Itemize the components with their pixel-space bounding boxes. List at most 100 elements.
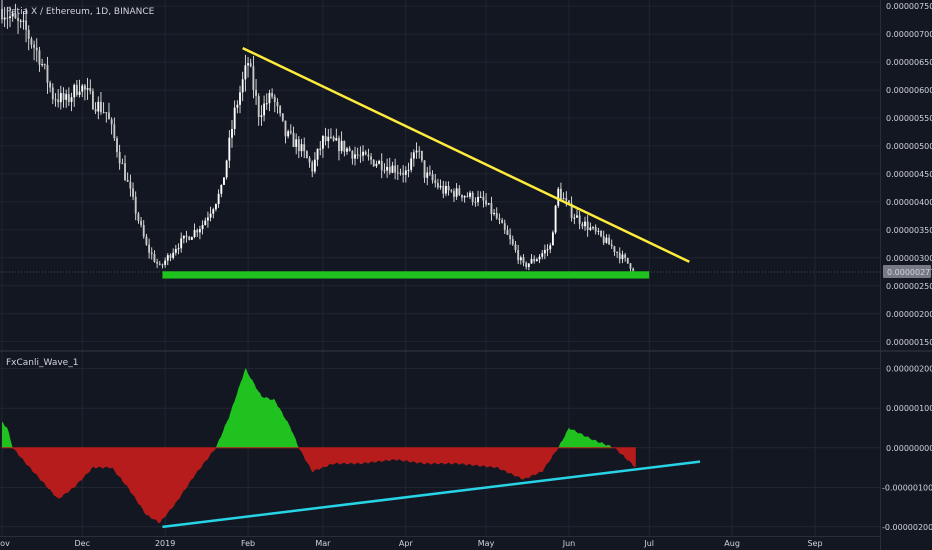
candle-body: [86, 88, 89, 90]
candle-body: [324, 136, 327, 142]
candle-body: [247, 63, 249, 66]
candle-body: [538, 256, 541, 260]
candle-body: [428, 172, 431, 175]
candle-body: [263, 103, 266, 116]
x-tick-label: Dec: [74, 539, 89, 548]
candle-body: [356, 154, 359, 156]
candle-body: [255, 89, 257, 96]
candle-body: [327, 136, 330, 142]
candle-body: [281, 113, 284, 121]
candle-body: [1, 8, 3, 20]
x-tick-label: Mar: [315, 539, 331, 548]
candle-body: [610, 244, 613, 247]
candle-body: [501, 220, 504, 224]
candle-body: [129, 181, 132, 189]
candle-body: [581, 223, 584, 227]
y-tick-label: 0.00000400: [886, 198, 932, 207]
candle-body: [338, 138, 340, 152]
candle-body: [279, 106, 282, 114]
indicator-title: FxCanli_Wave_1: [6, 358, 78, 368]
candle-body: [404, 170, 407, 175]
candle-body: [231, 129, 233, 138]
candle-body: [17, 18, 19, 21]
candle-body: [412, 152, 415, 159]
candle-body: [551, 232, 554, 246]
candle-body: [461, 194, 463, 198]
candle-body: [209, 213, 212, 218]
oscillator-areas: [2, 368, 636, 524]
candle-body: [172, 252, 175, 258]
candle-body: [121, 163, 124, 165]
candle-body: [535, 259, 538, 262]
y-tick-label: 0.00000600: [886, 86, 932, 95]
candle-body: [458, 188, 461, 195]
candle-body: [108, 112, 110, 120]
candle-body: [415, 150, 418, 153]
candle-body: [375, 163, 378, 167]
candle-body: [348, 148, 351, 152]
candle-body: [629, 263, 632, 269]
candle-body: [59, 93, 62, 103]
candle-body: [140, 220, 143, 225]
candle-body: [396, 172, 399, 174]
candle-body: [455, 188, 458, 197]
candle-body: [292, 132, 295, 147]
oscillator-negative-area: [2, 447, 636, 524]
candle-body: [378, 160, 381, 164]
candle-body: [549, 245, 552, 250]
osc-tick-label: 0.00000100: [886, 404, 932, 413]
candle-body: [67, 94, 70, 102]
last-price-label: 0.00000277: [887, 268, 932, 277]
candle-body: [156, 261, 159, 264]
candle-body: [220, 184, 223, 194]
candle-body: [116, 138, 118, 153]
candle-body: [447, 185, 450, 191]
candle-body: [570, 203, 573, 219]
descending-resistance-line[interactable]: [242, 46, 690, 263]
candle-body: [436, 183, 439, 188]
y-tick-label: 0.00000250: [886, 282, 932, 291]
candle-body: [562, 198, 565, 200]
last-price-badge: 0.00000277: [883, 265, 932, 278]
candle-body: [522, 257, 525, 263]
candle-body: [372, 159, 375, 167]
candle-body: [469, 192, 471, 197]
candle-body: [38, 50, 41, 65]
x-tick-label: Feb: [241, 539, 255, 548]
candle-body: [477, 196, 479, 203]
candle-body: [453, 191, 455, 197]
candle-body: [602, 236, 605, 243]
candle-body: [239, 92, 241, 105]
price-scale[interactable]: 0.00000750 0.00000700 0.00000650 0.00000600…: [880, 0, 932, 550]
y-tick-label: 0.00000300: [886, 254, 932, 263]
candle-body: [297, 139, 300, 152]
candle-body: [367, 154, 370, 157]
candle-body: [321, 136, 324, 149]
y-tick-label: 0.00000150: [886, 338, 932, 347]
candle-body: [482, 196, 485, 201]
candle-body: [608, 237, 611, 245]
candle-body: [225, 160, 228, 178]
candle-body: [600, 230, 602, 237]
candle-body: [370, 156, 372, 160]
price-pane[interactable]: Patia X / Ethereum, 1D, BINANCE: [0, 0, 880, 279]
support-zone[interactable]: [162, 271, 650, 279]
y-tick-label: 0.00000650: [886, 58, 932, 67]
candle-body: [303, 144, 306, 152]
candle-body: [340, 140, 343, 152]
candle-body: [576, 215, 578, 218]
oscillator-rising-trendline[interactable]: [162, 460, 701, 529]
candle-body: [410, 158, 413, 170]
oscillator-pane[interactable]: FxCanli_Wave_1: [2, 358, 701, 529]
time-scale[interactable]: Nov Dec 2019 Feb Mar Apr May Jun Jul Aug Sep: [0, 536, 880, 549]
y-tick-label: 0.00000200: [886, 310, 932, 319]
candle-body: [573, 217, 576, 219]
candle-body: [530, 258, 533, 264]
y-tick-label: 0.00000700: [886, 30, 932, 39]
candle-body: [485, 200, 487, 205]
candle-body: [233, 107, 236, 130]
candle-body: [54, 99, 57, 101]
candle-body: [137, 213, 140, 221]
candle-body: [185, 235, 188, 237]
